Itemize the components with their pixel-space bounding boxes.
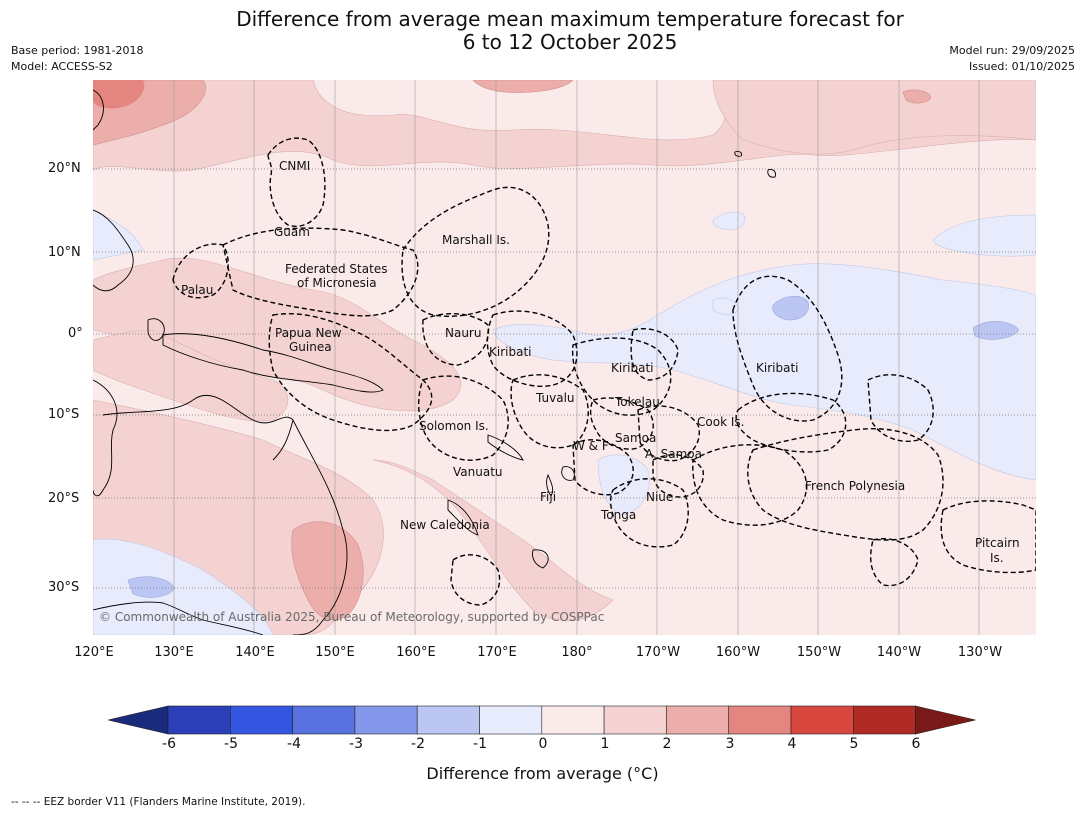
title-line-2: 6 to 12 October 2025 — [462, 30, 678, 54]
region-labels: CNMI Guam Marshall Is. Federated States … — [181, 159, 1020, 565]
eez-borders — [172, 137, 1036, 606]
label-pitcairn-1: Pitcairn — [975, 536, 1020, 550]
lat-label-20s: 20°S — [48, 491, 80, 506]
label-nauru: Nauru — [445, 326, 481, 340]
lon-label-160w: 160°W — [715, 645, 761, 660]
label-kiribati-east: Kiribati — [756, 361, 798, 375]
label-samoa: Samoa — [615, 431, 656, 445]
colorbar-tick-neg3: -3 — [349, 736, 363, 752]
model-name: Model: ACCESS-S2 — [11, 60, 113, 73]
label-fsm-2: of Micronesia — [297, 276, 377, 290]
meta-right: Model run: 29/09/2025 Issued: 01/10/2025 — [949, 43, 1075, 75]
label-cook: Cook Is. — [697, 415, 744, 429]
anomaly-contours-neg0-1 — [93, 209, 1036, 635]
label-cnmi: CNMI — [279, 159, 310, 173]
lon-label-150e: 150°E — [315, 645, 355, 660]
colorbar-tick-neg5: -5 — [224, 736, 238, 752]
label-fiji: Fiji — [540, 490, 556, 504]
colorbar-tick-0: 0 — [538, 736, 548, 752]
coastlines — [93, 89, 776, 635]
label-asamoa: A. Samoa — [645, 447, 702, 461]
label-guam: Guam — [274, 225, 310, 239]
colorbar-tick-neg6: -6 — [162, 736, 176, 752]
label-marshall: Marshall Is. — [442, 233, 510, 247]
lon-label-140e: 140°E — [235, 645, 275, 660]
lat-label-10s: 10°S — [48, 407, 80, 422]
base-period: Base period: 1981-2018 — [11, 44, 144, 57]
label-tonga: Tonga — [600, 508, 636, 522]
label-french-polynesia: French Polynesia — [805, 479, 905, 493]
colorbar-cell — [167, 705, 231, 735]
colorbar-cell — [230, 705, 293, 735]
label-png-2: Guinea — [289, 340, 332, 354]
label-png-1: Papua New — [275, 326, 342, 340]
colorbar-cell — [416, 705, 480, 735]
colorbar-cell — [790, 705, 854, 735]
colorbar — [108, 705, 976, 735]
label-kiribati-west: Kiribati — [489, 345, 531, 359]
label-solomon: Solomon Is. — [419, 419, 489, 433]
colorbar-tick-neg2: -2 — [411, 736, 425, 752]
colorbar-tick-4: 4 — [787, 736, 797, 752]
label-tuvalu: Tuvalu — [535, 391, 575, 405]
chart-title: Difference from average mean maximum tem… — [0, 8, 1085, 54]
meta-left: Base period: 1981-2018 Model: ACCESS-S2 — [11, 43, 143, 75]
lon-label-170w: 170°W — [635, 645, 681, 660]
map-panel: CNMI Guam Marshall Is. Federated States … — [93, 80, 1036, 635]
label-kiribati-central: Kiribati — [611, 361, 653, 375]
issued-date: Issued: 01/10/2025 — [968, 60, 1075, 73]
lon-label-160e: 160°E — [396, 645, 436, 660]
grid-parallels — [93, 168, 1036, 589]
colorbar-tick-neg1: -1 — [473, 736, 487, 752]
colorbar-cell — [852, 705, 916, 735]
lat-label-20n: 20°N — [48, 161, 81, 176]
anomaly-contours-3-4 — [93, 80, 145, 109]
colorbar-extend-high — [915, 705, 976, 735]
colorbar-extend-low — [108, 705, 169, 735]
lon-label-130e: 130°E — [154, 645, 194, 660]
lat-label-equator: 0° — [68, 326, 83, 341]
colorbar-label: Difference from average (°C) — [426, 764, 659, 783]
lat-label-30s: 30°S — [48, 580, 80, 595]
label-new-caledonia: New Caledonia — [400, 518, 490, 532]
label-wf: W & F — [573, 439, 609, 453]
label-fsm-1: Federated States — [285, 262, 387, 276]
anomaly-contours-neg1-2 — [127, 296, 1020, 598]
lon-label-140w: 140°W — [876, 645, 922, 660]
eez-legend: -- -- -- EEZ border V11 (Flanders Marine… — [11, 796, 306, 808]
lon-label-120e: 120°E — [74, 645, 114, 660]
colorbar-tick-1: 1 — [600, 736, 610, 752]
grid-meridians — [173, 80, 980, 635]
colorbar-cell — [603, 705, 667, 735]
map-canvas: CNMI Guam Marshall Is. Federated States … — [93, 80, 1036, 635]
label-vanuatu: Vanuatu — [453, 465, 503, 479]
colorbar-tick-neg4: -4 — [287, 736, 301, 752]
lon-label-150w: 150°W — [796, 645, 842, 660]
colorbar-cell — [292, 705, 356, 735]
lon-label-180: 180° — [561, 645, 593, 660]
label-pitcairn-2: Is. — [990, 551, 1004, 565]
label-tokelau: Tokelau — [614, 395, 660, 409]
title-line-1: Difference from average mean maximum tem… — [236, 7, 904, 31]
colorbar-cell — [728, 705, 792, 735]
lat-label-10n: 10°N — [48, 245, 81, 260]
label-niue: Niue — [646, 490, 673, 504]
colorbar-cell — [666, 705, 730, 735]
label-palau: Palau — [181, 283, 213, 297]
colorbar-cell — [479, 705, 543, 735]
colorbar-cell — [354, 705, 418, 735]
lon-label-130w: 130°W — [957, 645, 1003, 660]
colorbar-tick-2: 2 — [662, 736, 672, 752]
model-run: Model run: 29/09/2025 — [949, 44, 1075, 57]
colorbar-tick-3: 3 — [725, 736, 735, 752]
colorbar-tick-5: 5 — [849, 736, 859, 752]
colorbar-cell — [541, 705, 605, 735]
colorbar-cells — [108, 705, 976, 735]
lon-label-170e: 170°E — [477, 645, 517, 660]
colorbar-tick-6: 6 — [911, 736, 921, 752]
copyright-note: © Commonwealth of Australia 2025, Bureau… — [99, 610, 604, 624]
